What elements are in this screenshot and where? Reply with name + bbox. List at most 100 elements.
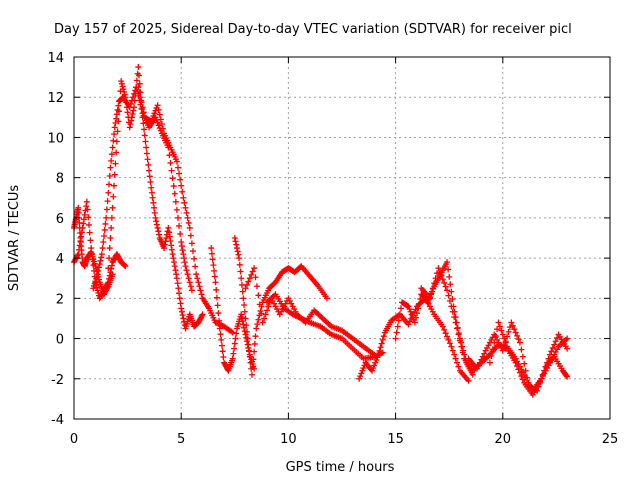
data-point — [103, 214, 110, 221]
data-point — [107, 235, 114, 241]
data-point — [195, 279, 202, 286]
data-point — [370, 365, 377, 372]
data-point — [431, 280, 438, 287]
data-point — [138, 99, 145, 106]
data-point — [83, 203, 90, 210]
data-point — [258, 310, 265, 317]
data-point — [455, 331, 462, 338]
data-point — [136, 72, 143, 79]
data-point — [243, 281, 250, 288]
data-point — [231, 340, 238, 347]
data-point — [246, 353, 253, 360]
data-point — [196, 283, 203, 290]
data-point — [250, 356, 257, 363]
data-point — [451, 351, 458, 358]
data-point — [75, 204, 82, 211]
data-point — [211, 267, 218, 274]
x-tick-label: 15 — [387, 432, 404, 447]
data-point — [176, 222, 183, 229]
data-point — [173, 158, 180, 165]
data-point — [97, 257, 104, 264]
data-point — [209, 256, 216, 263]
data-point — [144, 156, 151, 163]
data-point — [141, 126, 148, 133]
data-point — [454, 325, 461, 332]
data-point — [172, 198, 179, 205]
data-point — [76, 242, 83, 249]
data-point — [544, 359, 551, 366]
data-point — [88, 245, 95, 252]
data-point — [121, 88, 128, 95]
data-point — [412, 314, 419, 321]
data-point — [236, 261, 243, 268]
data-point — [515, 336, 522, 343]
data-point — [181, 259, 188, 266]
data-point — [446, 298, 453, 305]
data-point — [245, 278, 252, 285]
data-point — [181, 255, 188, 262]
data-point — [456, 337, 463, 344]
data-point — [171, 190, 178, 197]
data-point — [170, 183, 177, 190]
data-point — [148, 118, 155, 125]
data-point — [220, 353, 227, 360]
data-point — [359, 367, 366, 374]
data-point — [174, 214, 181, 221]
data-point — [395, 317, 402, 324]
data-point — [407, 308, 414, 315]
data-point — [208, 250, 215, 257]
data-point — [176, 290, 183, 297]
data-point — [246, 275, 253, 282]
data-point — [174, 164, 181, 171]
data-point — [153, 117, 160, 124]
data-point — [551, 341, 558, 348]
data-point — [379, 336, 386, 343]
data-point — [516, 369, 523, 376]
data-point — [94, 271, 101, 278]
data-point — [126, 124, 133, 131]
data-point — [198, 291, 205, 298]
data-point — [146, 167, 153, 174]
data-point — [129, 110, 136, 117]
data-point — [162, 238, 169, 245]
data-point — [514, 332, 521, 339]
data-point — [241, 302, 248, 309]
data-point — [246, 347, 253, 354]
data-point — [238, 314, 245, 321]
data-point — [475, 362, 482, 369]
data-point — [255, 292, 262, 299]
data-point — [177, 300, 184, 307]
data-point — [107, 164, 114, 171]
data-point — [444, 333, 451, 340]
data-point — [417, 296, 424, 303]
data-point — [100, 239, 107, 246]
data-point — [122, 94, 129, 101]
y-tick-label: 0 — [56, 333, 64, 348]
data-point — [445, 336, 452, 343]
x-tick-label: 20 — [495, 432, 512, 447]
data-point — [103, 206, 110, 213]
data-point — [155, 228, 162, 235]
data-point — [478, 356, 485, 363]
data-point — [512, 329, 519, 336]
y-tick-label: 12 — [47, 91, 64, 106]
data-point — [243, 322, 250, 329]
data-point — [254, 321, 261, 328]
data-point — [143, 144, 150, 151]
data-point — [130, 107, 137, 114]
data-point — [506, 324, 513, 331]
data-point — [248, 271, 255, 278]
data-point — [140, 120, 147, 127]
data-point — [101, 226, 108, 233]
data-point — [519, 353, 526, 360]
data-point — [179, 312, 186, 319]
data-point — [518, 346, 525, 353]
data-point — [564, 335, 571, 342]
data-point — [86, 221, 93, 228]
data-point — [210, 262, 217, 269]
data-point — [115, 118, 122, 125]
data-point — [233, 245, 240, 252]
data-point — [474, 365, 481, 372]
data-point — [110, 137, 117, 144]
data-point — [545, 355, 552, 362]
